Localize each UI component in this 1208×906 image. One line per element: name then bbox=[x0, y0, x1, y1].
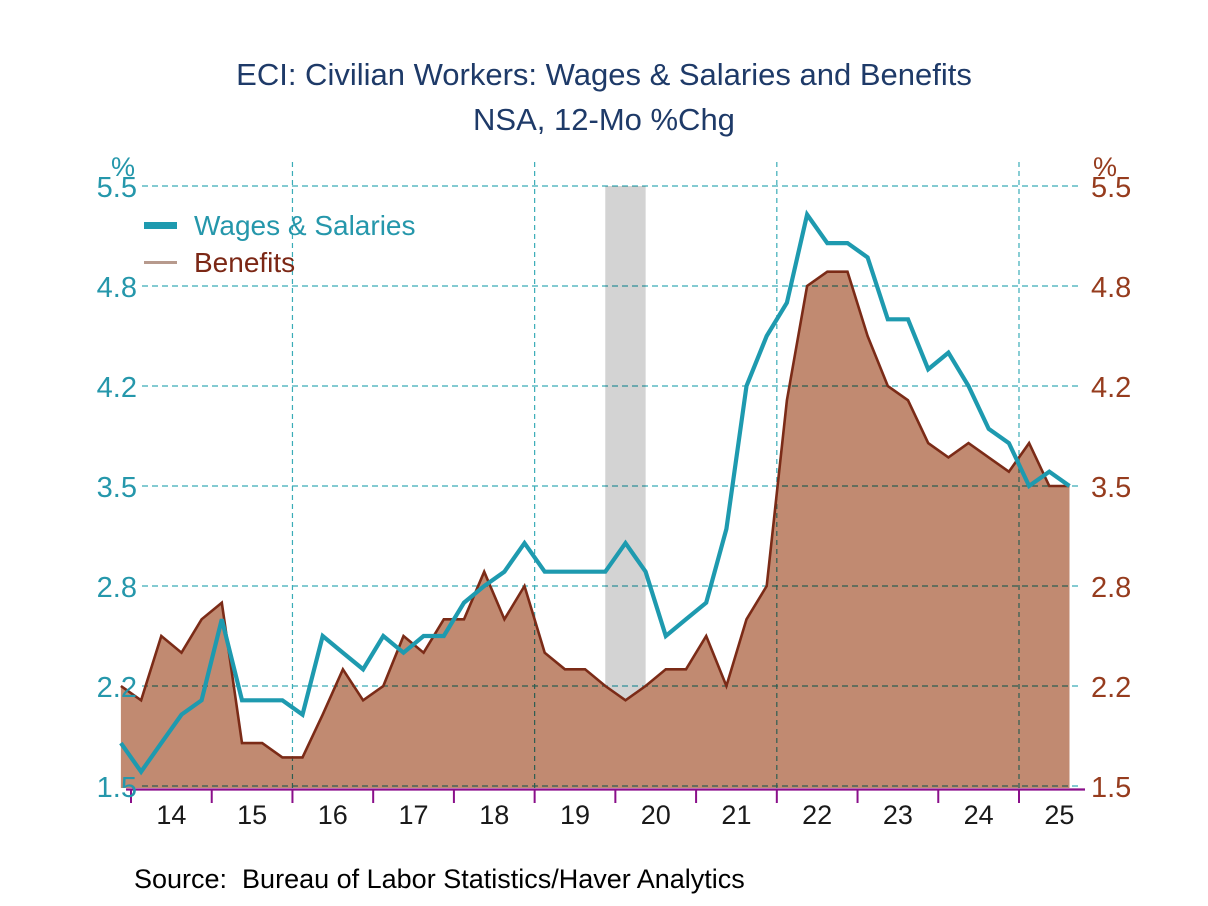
y-axis-unit-right: % bbox=[1093, 152, 1117, 182]
x-axis-label-24: 24 bbox=[964, 800, 994, 830]
y-axis-label-right-3.5: 3.5 bbox=[1091, 472, 1131, 504]
y-axis-label-left-1.5: 1.5 bbox=[97, 772, 137, 804]
y-axis-label-left-2.2: 2.2 bbox=[97, 672, 137, 704]
wages-salaries-line-swatch-icon bbox=[144, 222, 177, 229]
chart-title-line2: NSA, 12-Mo %Chg bbox=[473, 102, 735, 137]
x-axis-label-16: 16 bbox=[318, 800, 348, 830]
y-axis-label-right-1.5: 1.5 bbox=[1091, 772, 1131, 804]
y-axis-label-right-5.5: 5.5 bbox=[1091, 172, 1131, 204]
chart-title: ECI: Civilian Workers: Wages & Salaries … bbox=[0, 52, 1208, 142]
x-axis-label-17: 17 bbox=[399, 800, 429, 830]
legend-label-benefits: Benefits bbox=[194, 246, 296, 278]
y-axis-label-left-2.8: 2.8 bbox=[97, 572, 137, 604]
legend: Wages & Salaries Benefits bbox=[144, 207, 416, 281]
wages-salaries-line bbox=[119, 209, 1071, 776]
x-axis-label-21: 21 bbox=[721, 800, 751, 830]
x-axis-label-18: 18 bbox=[479, 800, 509, 830]
y-axis-label-right-2.8: 2.8 bbox=[1091, 572, 1131, 604]
benefits-line-swatch-icon bbox=[144, 261, 177, 264]
x-axis-label-25: 25 bbox=[1044, 800, 1074, 830]
x-axis-label-23: 23 bbox=[883, 800, 913, 830]
y-axis-label-left-4.8: 4.8 bbox=[97, 272, 137, 304]
y-axis-label-left-3.5: 3.5 bbox=[97, 472, 137, 504]
chart-title-line1: ECI: Civilian Workers: Wages & Salaries … bbox=[236, 57, 972, 92]
legend-item-wages-salaries: Wages & Salaries bbox=[144, 207, 416, 244]
benefits-line bbox=[120, 270, 1070, 759]
y-axis-label-right-4.2: 4.2 bbox=[1091, 372, 1131, 404]
benefits-area bbox=[120, 271, 1070, 788]
x-axis-label-22: 22 bbox=[802, 800, 832, 830]
x-axis-label-15: 15 bbox=[237, 800, 267, 830]
y-axis-label-left-4.2: 4.2 bbox=[97, 372, 137, 404]
y-axis-unit-left: % bbox=[111, 152, 135, 182]
legend-item-benefits: Benefits bbox=[144, 244, 416, 281]
x-axis-label-19: 19 bbox=[560, 800, 590, 830]
y-axis-label-left-5.5: 5.5 bbox=[97, 172, 137, 204]
gridlines bbox=[142, 162, 1079, 788]
x-axis-label-20: 20 bbox=[641, 800, 671, 830]
y-axis-label-right-2.2: 2.2 bbox=[1091, 672, 1131, 704]
legend-label-wages-salaries: Wages & Salaries bbox=[194, 209, 416, 241]
source-note: Source: Bureau of Labor Statistics/Haver… bbox=[134, 864, 745, 894]
y-axis-label-right-4.8: 4.8 bbox=[1091, 272, 1131, 304]
x-axis-label-14: 14 bbox=[156, 800, 186, 830]
